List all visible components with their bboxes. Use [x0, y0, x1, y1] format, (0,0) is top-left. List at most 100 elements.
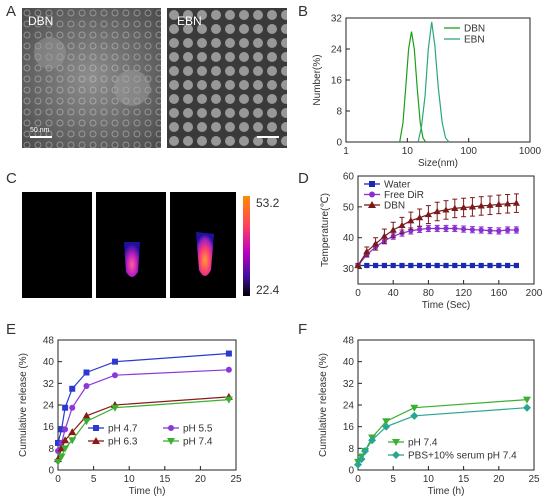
y-tick-label: 24: [331, 45, 343, 56]
tem-ebn-texture: [167, 8, 287, 148]
data-point: [424, 210, 432, 218]
series-line: [417, 21, 450, 143]
data-point: [83, 369, 90, 376]
data-point: [69, 385, 76, 392]
scale-bar: [30, 136, 52, 138]
series-line: [357, 227, 517, 266]
panel-letter-b: B: [298, 3, 309, 20]
data-point: [390, 262, 396, 269]
y-tick-label: 60: [343, 172, 355, 183]
data-point: [417, 226, 423, 232]
legend-marker: [392, 451, 400, 459]
y-tick-label: 40: [43, 357, 55, 368]
data-point: [486, 201, 494, 208]
data-point: [398, 221, 406, 228]
data-point: [461, 262, 467, 269]
data-point: [451, 204, 459, 211]
release-ph-chart: 0 8 16 24 32 40 48 0 5 10 15 20 25 Time (h) Cumulative…: [18, 336, 242, 498]
y-tick-label: 8: [336, 107, 342, 118]
y-axis-label: Temperature(℃): [320, 193, 331, 267]
data-point: [83, 383, 90, 390]
x-tick-label: 25: [528, 474, 540, 485]
x-tick-label: 0: [355, 288, 361, 299]
data-point: [363, 248, 371, 255]
y-tick-label: 30: [343, 264, 355, 275]
data-point: [512, 199, 520, 206]
temperature-chart: 30 40 50 60 0 40 80 120 160 200 Time (Sec) Temperat…: [320, 172, 543, 312]
data-point: [364, 262, 370, 269]
y-tick-label: 32: [331, 14, 343, 25]
ir-image-dbn: [170, 192, 236, 298]
data-point: [433, 207, 441, 215]
data-point: [505, 262, 511, 269]
y-tick-label: 8: [348, 444, 354, 455]
data-point: [354, 261, 362, 269]
tem-image-ebn: EBN: [167, 8, 287, 148]
x-tick-label: 80: [423, 288, 435, 299]
data-point: [225, 350, 232, 357]
legend-label: pH 7.4: [183, 437, 213, 448]
scale-bar-label: 50 nm: [30, 127, 50, 134]
data-point: [410, 404, 419, 412]
x-tick-label: 20: [493, 474, 505, 485]
x-tick-label: 5: [390, 474, 396, 485]
data-point: [61, 436, 70, 444]
legend-marker: [369, 181, 375, 187]
data-point: [58, 426, 65, 433]
legend-marker: [93, 425, 99, 431]
data-point: [416, 214, 424, 221]
data-point: [372, 240, 380, 247]
y-tick-label: 0: [336, 138, 342, 149]
data-point: [68, 437, 77, 445]
data-point: [382, 422, 391, 431]
data-point: [399, 262, 405, 269]
legend-label: Water: [384, 180, 411, 191]
data-point: [443, 262, 449, 269]
data-point: [487, 262, 493, 269]
data-point: [410, 411, 419, 420]
data-point: [461, 226, 467, 232]
scale-bar-ebn: [257, 136, 279, 138]
legend-marker: [368, 201, 376, 208]
x-axis-label: Time (h): [428, 486, 465, 497]
data-point: [110, 404, 119, 412]
y-tick-label: 16: [343, 422, 355, 433]
tem-label-dbn: DBN: [28, 14, 54, 28]
data-point: [54, 458, 62, 466]
data-point: [225, 366, 232, 373]
data-point: [408, 262, 414, 269]
data-point: [522, 403, 531, 412]
data-point: [496, 228, 502, 234]
legend-label: DBN: [384, 201, 405, 212]
data-point: [442, 206, 450, 213]
legend-label: PBS+10% serum pH 7.4: [408, 451, 517, 462]
x-tick-label: 15: [458, 474, 470, 485]
data-point: [469, 262, 475, 269]
data-point: [478, 227, 484, 233]
y-tick-label: 40: [343, 233, 355, 244]
colorbar-max-label: 53.2: [256, 196, 280, 210]
x-tick-label: 0: [55, 474, 61, 485]
data-point: [389, 226, 397, 233]
tem-dbn-texture: [22, 8, 161, 148]
legend-marker: [168, 425, 174, 431]
ir-image-free-dir: [96, 192, 166, 298]
x-tick-label: 160: [490, 288, 507, 299]
data-point: [478, 262, 484, 269]
data-point: [469, 227, 475, 233]
data-point: [82, 418, 91, 426]
release-serum-chart: 0 8 16 24 32 40 48 0 5 10 15 20 25 Time (h) Cumulative…: [318, 336, 540, 498]
tem-image-dbn: DBN 50 nm: [22, 8, 161, 148]
x-tick-label: 1: [343, 146, 349, 157]
data-point: [496, 262, 502, 269]
y-tick-label: 24: [43, 401, 55, 412]
data-point: [513, 262, 519, 269]
y-tick-label: 48: [43, 336, 55, 347]
data-point: [495, 200, 503, 207]
data-point: [55, 439, 61, 446]
data-point: [522, 396, 531, 404]
x-axis-label: Time (Sec): [422, 300, 471, 311]
y-tick-label: 8: [48, 444, 54, 455]
x-tick-label: 10: [402, 146, 414, 157]
x-tick-label: 1000: [519, 146, 542, 157]
